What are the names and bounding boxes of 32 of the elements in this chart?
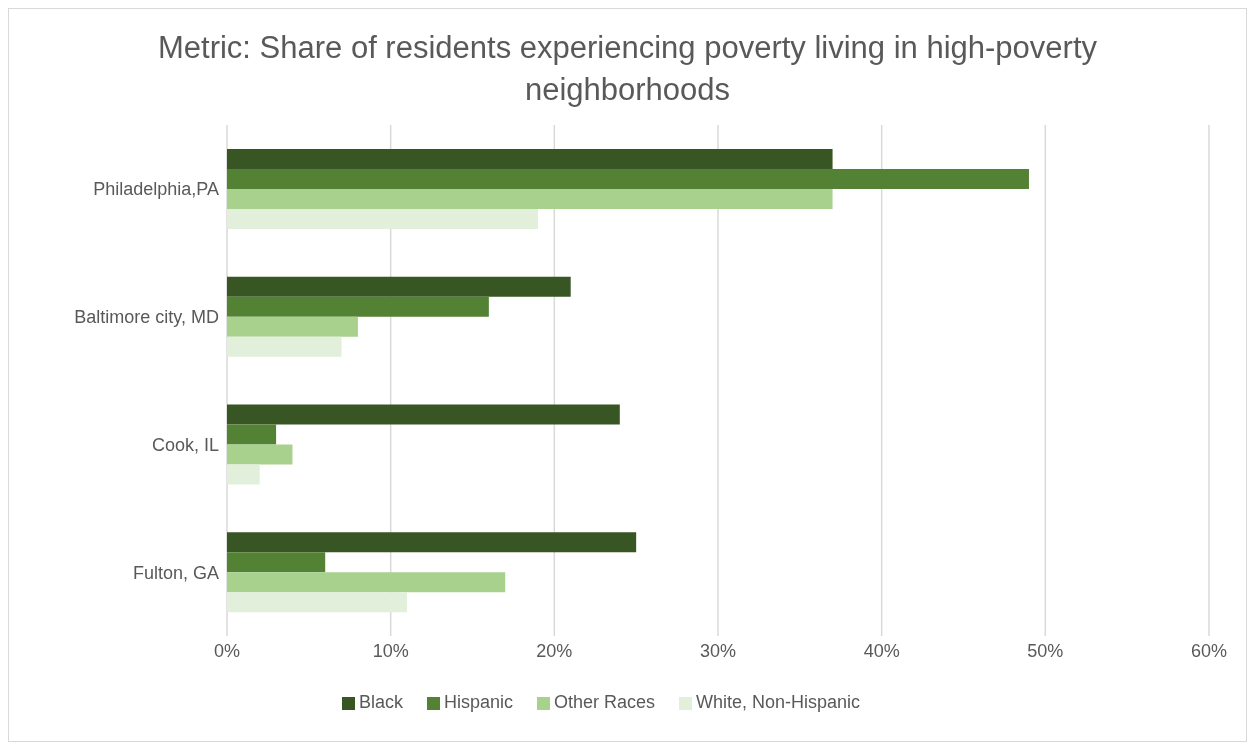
y-tick-label: Philadelphia,PA	[93, 179, 219, 200]
legend-label: White, Non-Hispanic	[696, 692, 861, 712]
bar	[227, 276, 571, 297]
bar	[227, 169, 1029, 189]
bar	[227, 532, 637, 553]
legend-label: Hispanic	[443, 692, 513, 712]
bar	[227, 404, 620, 425]
legend-label: Other Races	[553, 692, 656, 712]
bar	[227, 296, 489, 317]
y-tick-label: Cook, IL	[151, 434, 219, 455]
bar	[227, 149, 833, 169]
x-tick-label: 30%	[699, 640, 737, 661]
bar	[227, 552, 326, 573]
x-tick-label: 50%	[1027, 640, 1064, 661]
bar	[227, 572, 506, 593]
x-tick-label: 60%	[1190, 640, 1228, 661]
y-tick-label: Baltimore city, MD	[74, 307, 219, 328]
x-tick-label: 20%	[536, 640, 573, 661]
y-tick-label: Fulton, GA	[132, 562, 219, 583]
chart-title: Metric: Share of residents experiencing poverty living in high-poverty neighborhoods	[156, 29, 1099, 109]
x-tick-label: 0%	[213, 640, 241, 661]
bar	[227, 316, 358, 337]
bar	[227, 336, 342, 357]
bar	[227, 189, 833, 209]
x-tick-label: 10%	[372, 640, 409, 661]
x-tick-label: 40%	[863, 640, 900, 661]
bar	[227, 444, 293, 465]
bar	[227, 209, 538, 229]
legend-label: Black	[358, 692, 403, 712]
bar	[227, 592, 408, 613]
bar	[227, 464, 260, 485]
bar	[227, 424, 277, 445]
